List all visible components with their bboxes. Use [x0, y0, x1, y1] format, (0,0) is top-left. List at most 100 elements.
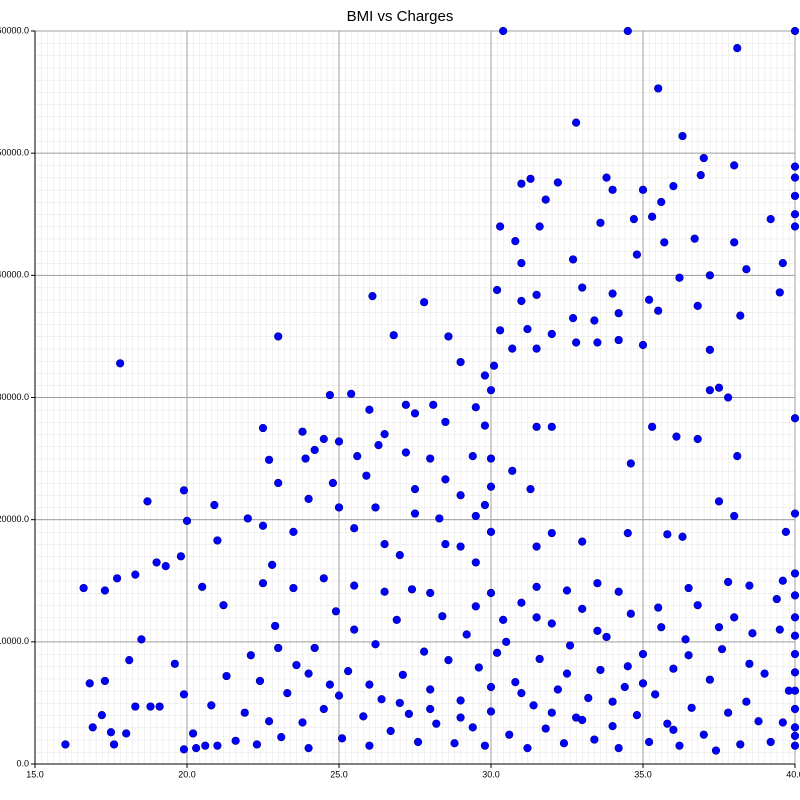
point: [547, 708, 556, 717]
point: [614, 335, 623, 345]
point: [790, 741, 800, 750]
point: [593, 626, 602, 635]
point: [143, 497, 152, 506]
point: [304, 494, 313, 503]
point: [565, 641, 575, 650]
point: [441, 417, 450, 427]
point: [486, 707, 496, 716]
point: [489, 361, 499, 370]
x-tick-label: 20.0: [178, 769, 196, 779]
point: [526, 174, 535, 183]
point: [292, 660, 301, 670]
point: [426, 704, 435, 714]
point: [678, 532, 687, 541]
point: [608, 289, 617, 298]
point: [301, 454, 310, 463]
point: [176, 552, 186, 561]
point: [122, 729, 131, 738]
point: [298, 718, 307, 727]
point: [420, 298, 429, 307]
point: [471, 403, 480, 412]
point: [608, 185, 617, 194]
point: [790, 26, 800, 36]
point: [699, 730, 708, 739]
point: [499, 26, 508, 36]
point: [562, 669, 572, 678]
point: [638, 340, 648, 350]
x-tick-label: 40.0: [786, 769, 800, 779]
point: [578, 537, 587, 546]
point: [222, 671, 231, 681]
point: [790, 173, 800, 182]
point: [651, 690, 660, 699]
point: [435, 514, 444, 523]
point: [608, 697, 617, 706]
point: [614, 309, 623, 318]
y-tick-label: 50000.0: [0, 148, 29, 158]
point: [690, 234, 699, 243]
point: [210, 500, 219, 510]
grid: [34, 30, 796, 765]
point: [410, 485, 420, 494]
point: [541, 724, 550, 733]
point: [608, 722, 617, 731]
point: [444, 332, 453, 341]
point: [246, 651, 255, 660]
point: [106, 728, 116, 737]
point: [602, 173, 611, 182]
x-tick-label: 35.0: [634, 769, 652, 779]
point: [179, 486, 189, 495]
point: [486, 454, 496, 463]
point: [289, 527, 298, 536]
point: [593, 579, 602, 588]
point: [380, 587, 389, 596]
point: [696, 171, 705, 180]
point: [766, 737, 775, 747]
point: [578, 283, 587, 292]
point: [255, 676, 265, 686]
point: [395, 550, 404, 560]
point: [790, 591, 800, 600]
point: [790, 210, 800, 219]
point: [675, 273, 684, 282]
point: [693, 601, 702, 610]
point: [410, 409, 420, 418]
point: [654, 603, 663, 612]
chart-title: BMI vs Charges: [347, 8, 454, 25]
point: [137, 635, 146, 644]
point: [535, 654, 544, 664]
point: [778, 576, 787, 585]
point: [523, 324, 532, 334]
point: [778, 718, 787, 727]
point: [790, 731, 800, 741]
point: [441, 539, 450, 549]
point: [529, 701, 538, 710]
point: [775, 288, 784, 297]
point: [192, 744, 201, 753]
point: [125, 656, 134, 665]
point: [790, 414, 800, 423]
point: [790, 686, 800, 695]
point: [654, 306, 663, 315]
point: [733, 44, 742, 53]
point: [669, 664, 678, 673]
point: [724, 708, 733, 717]
point: [401, 448, 410, 457]
point: [359, 712, 368, 721]
point: [337, 734, 347, 743]
point: [170, 659, 179, 668]
point: [97, 711, 106, 720]
point: [201, 741, 210, 750]
point: [350, 625, 359, 634]
point: [505, 730, 514, 739]
point: [559, 739, 569, 748]
point: [380, 430, 389, 439]
point: [374, 441, 383, 450]
point: [471, 602, 480, 611]
point: [648, 422, 657, 431]
point: [325, 390, 334, 400]
point: [404, 709, 414, 719]
point: [456, 696, 465, 705]
point: [100, 676, 110, 686]
point: [511, 678, 520, 687]
